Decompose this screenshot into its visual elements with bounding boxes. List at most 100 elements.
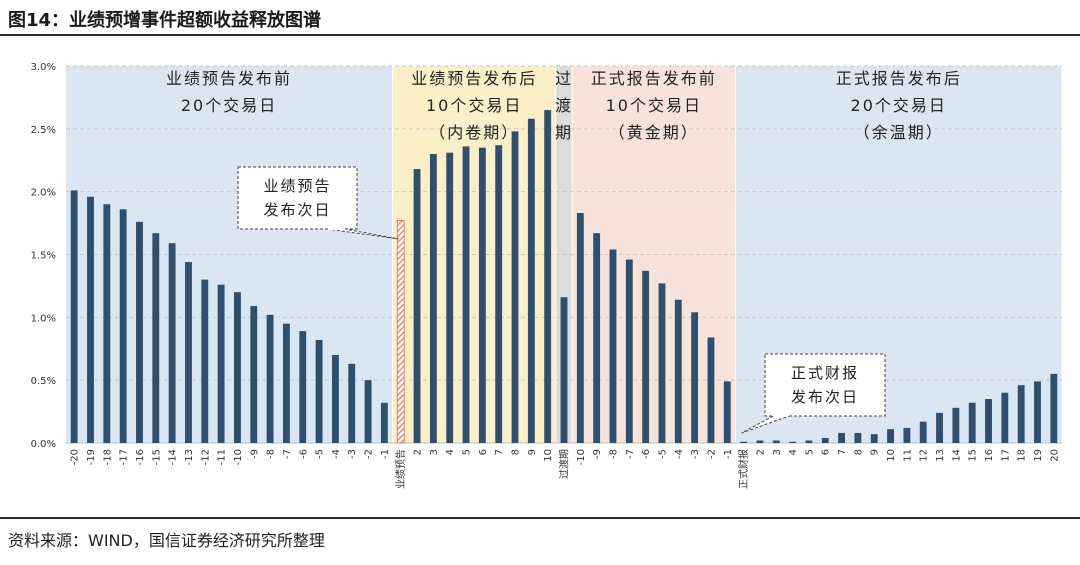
bar <box>1017 385 1025 443</box>
x-tick-label: 2 <box>413 449 424 455</box>
bar <box>1050 373 1058 443</box>
bar <box>364 380 372 443</box>
x-tick-label: -2 <box>364 449 375 459</box>
bar <box>446 152 454 443</box>
zone-label-pre-forecast: 业绩预告发布前 20个交易日 <box>166 69 290 115</box>
source-note: 资料来源：WIND，国信证券经济研究所整理 <box>8 531 325 550</box>
x-tick-label: 7 <box>837 449 848 455</box>
x-tick-label: -14 <box>168 449 179 465</box>
bar <box>348 363 356 443</box>
bar <box>234 292 241 443</box>
x-tick-label: 6 <box>821 449 832 455</box>
x-tick-label: -7 <box>282 449 293 459</box>
bar <box>1034 381 1041 443</box>
bar <box>429 153 437 443</box>
x-tick-label: -20 <box>70 449 81 465</box>
chart-title: 图14：业绩预增事件超额收益释放图谱 <box>8 10 322 31</box>
bar <box>250 306 258 443</box>
bar <box>152 233 160 443</box>
x-tick-label: -1 <box>380 449 391 459</box>
bar <box>674 299 682 443</box>
zone-label-line: 20个交易日 <box>181 96 277 115</box>
x-tick-label: 正式财报 <box>737 449 750 489</box>
x-tick-label: -18 <box>102 449 113 465</box>
x-tick-label: 4 <box>788 449 799 455</box>
x-tick-label: 20 <box>1049 449 1060 462</box>
zone-label-line: 10个交易日 <box>606 96 702 115</box>
y-tick-labels: 0.0% 0.5% 1.0% 1.5% 2.0% 2.5% 3.0% <box>31 62 56 450</box>
bar <box>217 284 225 443</box>
x-tick-label: -12 <box>200 449 211 465</box>
x-tick-label: 13 <box>935 449 946 462</box>
bar <box>936 412 943 443</box>
y-tick-label: 1.5% <box>31 251 56 262</box>
bar <box>462 146 470 443</box>
x-tick-label: 9 <box>870 449 881 455</box>
x-tick-label: -17 <box>119 449 130 465</box>
bar <box>658 283 666 443</box>
bar <box>560 297 568 443</box>
y-tick-label: 0.5% <box>31 376 56 387</box>
zone-label-line: 过 <box>555 69 573 88</box>
x-tick-label: 11 <box>902 449 913 462</box>
bar <box>772 440 780 443</box>
bar <box>527 118 535 443</box>
y-tick-label: 2.0% <box>31 188 56 199</box>
bar <box>952 407 960 443</box>
x-tick-label: 业绩预告 <box>394 449 407 489</box>
callout-box <box>764 353 886 417</box>
zone-label-line: 渡 <box>555 96 573 115</box>
bar <box>266 314 274 443</box>
bar <box>136 221 143 443</box>
y-tick-label: 0.0% <box>31 439 56 450</box>
x-tick-label: 8 <box>853 449 864 455</box>
bar-event-day <box>396 220 405 444</box>
bar <box>576 213 584 443</box>
zone-label-line: （黄金期） <box>609 123 699 142</box>
zone-label-line: （余温期） <box>854 123 944 142</box>
x-tick-label: 5 <box>804 449 815 455</box>
bottom-rule <box>0 517 1080 519</box>
bar <box>103 204 111 443</box>
bar <box>870 434 878 443</box>
x-tick-label: -10 <box>576 449 587 465</box>
x-tick-label: 3 <box>772 449 783 455</box>
callout-pointer <box>741 415 790 434</box>
x-tick-label: 9 <box>527 449 538 455</box>
bar <box>1001 392 1009 443</box>
bar <box>168 243 176 443</box>
x-tick-label: -9 <box>249 449 260 459</box>
bar <box>495 145 503 444</box>
bar <box>968 402 976 443</box>
zone-label-line: 正式报告发布前 <box>591 69 717 88</box>
zone-label-line: （内卷期） <box>429 123 519 142</box>
bar <box>887 429 894 443</box>
x-tick-label: -9 <box>592 449 603 459</box>
bar <box>380 402 388 443</box>
bars-layer <box>70 109 1058 444</box>
zone-label-line: 10个交易日 <box>426 96 522 115</box>
x-tick-label: -3 <box>347 449 358 459</box>
bar <box>315 339 323 443</box>
bar <box>821 437 829 443</box>
bar <box>740 441 748 443</box>
bar <box>919 421 927 443</box>
x-tick-label: 19 <box>1033 449 1044 462</box>
x-tick-label: 16 <box>984 449 995 462</box>
x-tick-label: -10 <box>233 449 244 465</box>
callout-text: 业绩预告 <box>263 177 331 195</box>
x-tick-labels: -20 -19 -18 -17 -16 -15 -14 -13 -12 -11 -10 -9 -8 -7-… <box>70 449 1061 489</box>
bar <box>282 323 290 443</box>
x-tick-label: -6 <box>298 449 309 459</box>
x-tick-label: -7 <box>625 449 636 459</box>
zone-label-line: 业绩预告发布后 <box>411 69 537 88</box>
zone-label-post-report: 正式报告发布后 20个交易日 （余温期） <box>836 69 960 142</box>
x-tick-label: -3 <box>690 449 701 459</box>
bar <box>185 262 192 443</box>
bar <box>478 147 486 443</box>
zone-label-line: 期 <box>555 123 573 142</box>
x-tick-label: -5 <box>657 449 668 459</box>
bar <box>201 279 209 443</box>
